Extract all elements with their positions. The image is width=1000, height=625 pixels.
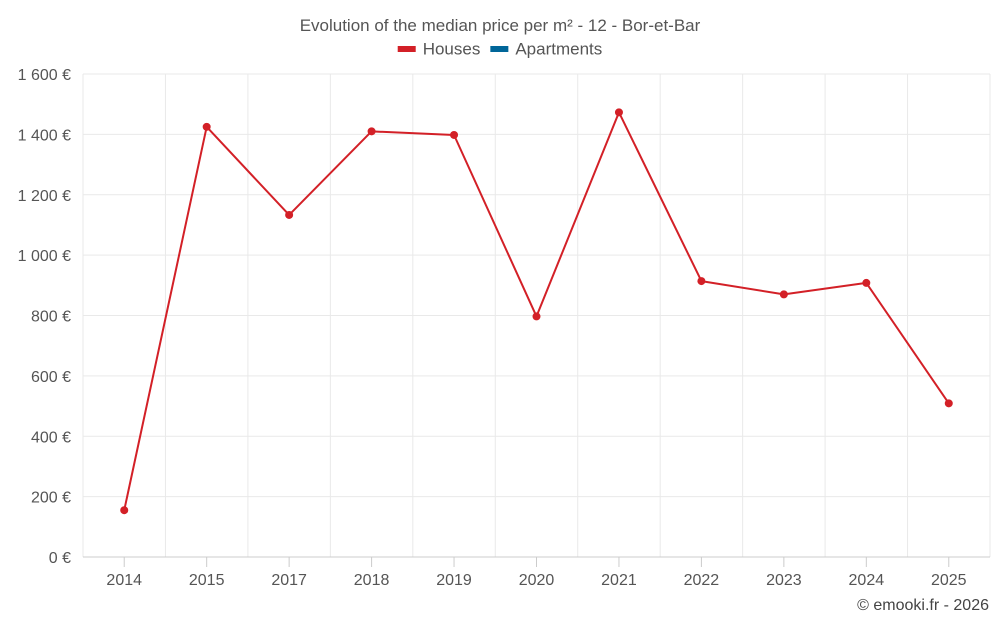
data-point[interactable] (944, 399, 953, 408)
y-tick-label: 1 200 € (18, 188, 71, 205)
y-tick-label: 600 € (31, 369, 71, 386)
data-point[interactable] (450, 130, 459, 139)
y-tick-label: 1 400 € (18, 127, 71, 144)
x-tick-label: 2025 (931, 572, 967, 589)
legend-label: Apartments (515, 40, 602, 59)
x-tick-label: 2015 (189, 572, 225, 589)
x-tick-label: 2023 (766, 572, 802, 589)
legend[interactable]: Houses Apartments (397, 40, 603, 59)
credit-text: © emooki.fr - 2026 (857, 597, 989, 614)
x-tick-label: 2019 (436, 572, 472, 589)
data-point[interactable] (614, 108, 623, 117)
y-tick-label: 1 000 € (18, 248, 71, 265)
data-point[interactable] (532, 312, 541, 321)
legend-label: Houses (423, 40, 481, 59)
legend-item[interactable]: Houses (397, 40, 481, 59)
y-axis: 0 € 200 € 400 € 600 € 800 € 1 000 € 1 200 € 1 4… (18, 67, 71, 567)
data-point[interactable] (120, 506, 129, 515)
y-tick-label: 200 € (31, 490, 71, 507)
x-tick-label: 2017 (271, 572, 307, 589)
y-tick-label: 800 € (31, 309, 71, 326)
x-tick-label: 2020 (519, 572, 555, 589)
data-point[interactable] (862, 278, 871, 287)
data-point[interactable] (697, 277, 706, 286)
x-tick-label: 2018 (354, 572, 390, 589)
data-point[interactable] (367, 127, 376, 136)
y-tick-label: 400 € (31, 429, 71, 446)
series-layer (120, 108, 953, 515)
data-point[interactable] (202, 122, 211, 131)
chart-title: Evolution of the median price per m² - 1… (300, 16, 701, 35)
grid (82, 73, 991, 557)
x-axis: 2014 2015 2017 2018 2019 2020 2021 2022 2023 2024… (83, 556, 990, 589)
data-point[interactable] (779, 290, 788, 299)
y-tick-label: 0 € (49, 550, 71, 567)
legend-item[interactable]: Apartments (490, 40, 602, 59)
x-tick-label: 2021 (601, 572, 637, 589)
legend-swatch (490, 46, 509, 52)
data-point[interactable] (285, 210, 294, 219)
legend-swatch (397, 46, 416, 52)
x-tick-label: 2014 (106, 572, 142, 589)
x-tick-label: 2024 (849, 572, 885, 589)
x-tick-label: 2022 (684, 572, 720, 589)
y-tick-label: 1 600 € (18, 67, 71, 84)
